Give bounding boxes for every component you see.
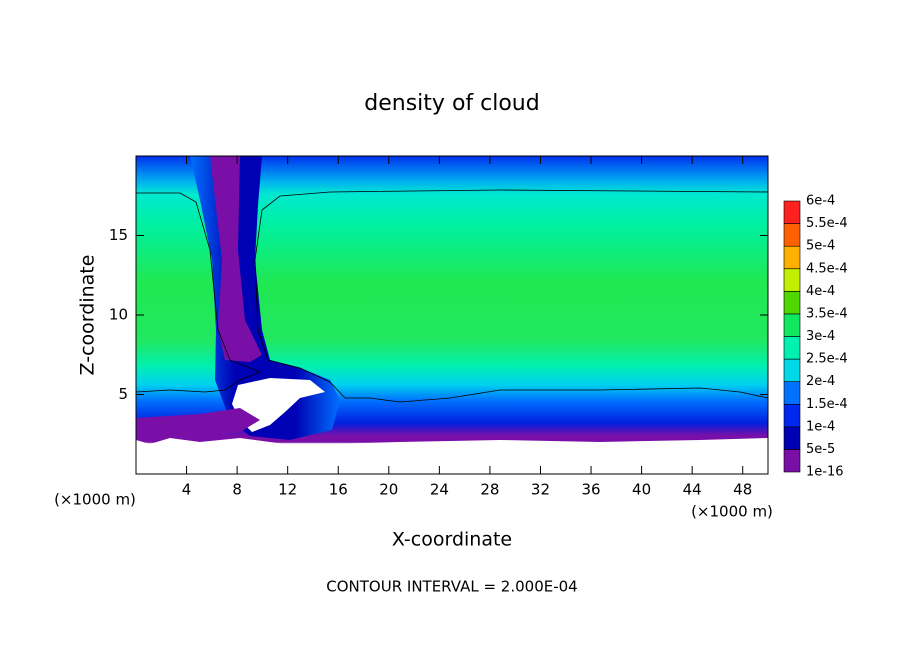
colorbar-swatch bbox=[783, 223, 801, 247]
y-tick-label: 15 bbox=[109, 226, 128, 244]
y-axis-label: Z-coordinate bbox=[77, 255, 99, 376]
x-tick-label: 16 bbox=[329, 481, 348, 499]
colorbar-label: 5.5e-4 bbox=[806, 216, 848, 231]
footnote: CONTOUR INTERVAL = 2.000E-04 bbox=[326, 578, 577, 596]
x-axis-label: X-coordinate bbox=[392, 529, 512, 551]
colorbar-label: 3.5e-4 bbox=[806, 306, 848, 321]
colorbar-label: 1.5e-4 bbox=[806, 397, 848, 412]
colorbar-label: 3e-4 bbox=[806, 329, 835, 344]
colorbar-label: 2.5e-4 bbox=[806, 352, 848, 367]
x-tick-label: 12 bbox=[278, 481, 297, 499]
colorbar-label: 1e-4 bbox=[806, 419, 835, 434]
colorbar-label: 2e-4 bbox=[806, 374, 835, 389]
colorbar-swatch bbox=[783, 291, 801, 315]
x-tick-label: 32 bbox=[531, 481, 550, 499]
colorbar-swatch bbox=[783, 403, 801, 428]
colorbar-label: 1e-16 bbox=[806, 465, 844, 480]
x-tick-label: 8 bbox=[232, 481, 242, 499]
colorbar-swatch bbox=[783, 313, 801, 337]
colorbar-label: 4e-4 bbox=[806, 284, 835, 299]
chart-title: density of cloud bbox=[364, 91, 539, 116]
colorbar-swatch bbox=[783, 336, 801, 360]
x-tick-label: 48 bbox=[733, 481, 752, 499]
colorbar-swatch bbox=[783, 449, 801, 473]
colorbar-label: 5e-5 bbox=[806, 442, 835, 457]
colorbar-label: 4.5e-4 bbox=[806, 261, 848, 276]
x-tick-label: 20 bbox=[379, 481, 398, 499]
colorbar-swatch bbox=[783, 200, 801, 224]
x-tick-label: 24 bbox=[430, 481, 449, 499]
colorbar-swatch bbox=[783, 358, 801, 382]
colorbar-swatch bbox=[783, 426, 801, 450]
y-tick-label: 5 bbox=[118, 385, 128, 403]
x-tick-label: 28 bbox=[480, 481, 499, 499]
colorbar-swatch bbox=[783, 381, 801, 405]
x-tick-label: 40 bbox=[632, 481, 651, 499]
colorbar-label: 6e-4 bbox=[806, 194, 835, 209]
colorbar-swatch bbox=[783, 268, 801, 292]
colorbar-swatch bbox=[783, 245, 801, 270]
x-tick-label: 44 bbox=[683, 481, 702, 499]
y-tick-label: 10 bbox=[109, 306, 128, 324]
colorbar-label: 5e-4 bbox=[806, 239, 835, 254]
contour-field bbox=[135, 156, 769, 474]
x-unit-label: (×1000 m) bbox=[54, 491, 136, 509]
x-tick-label: 36 bbox=[581, 481, 600, 499]
x-unit-label: (×1000 m) bbox=[691, 503, 773, 521]
x-tick-label: 4 bbox=[182, 481, 192, 499]
